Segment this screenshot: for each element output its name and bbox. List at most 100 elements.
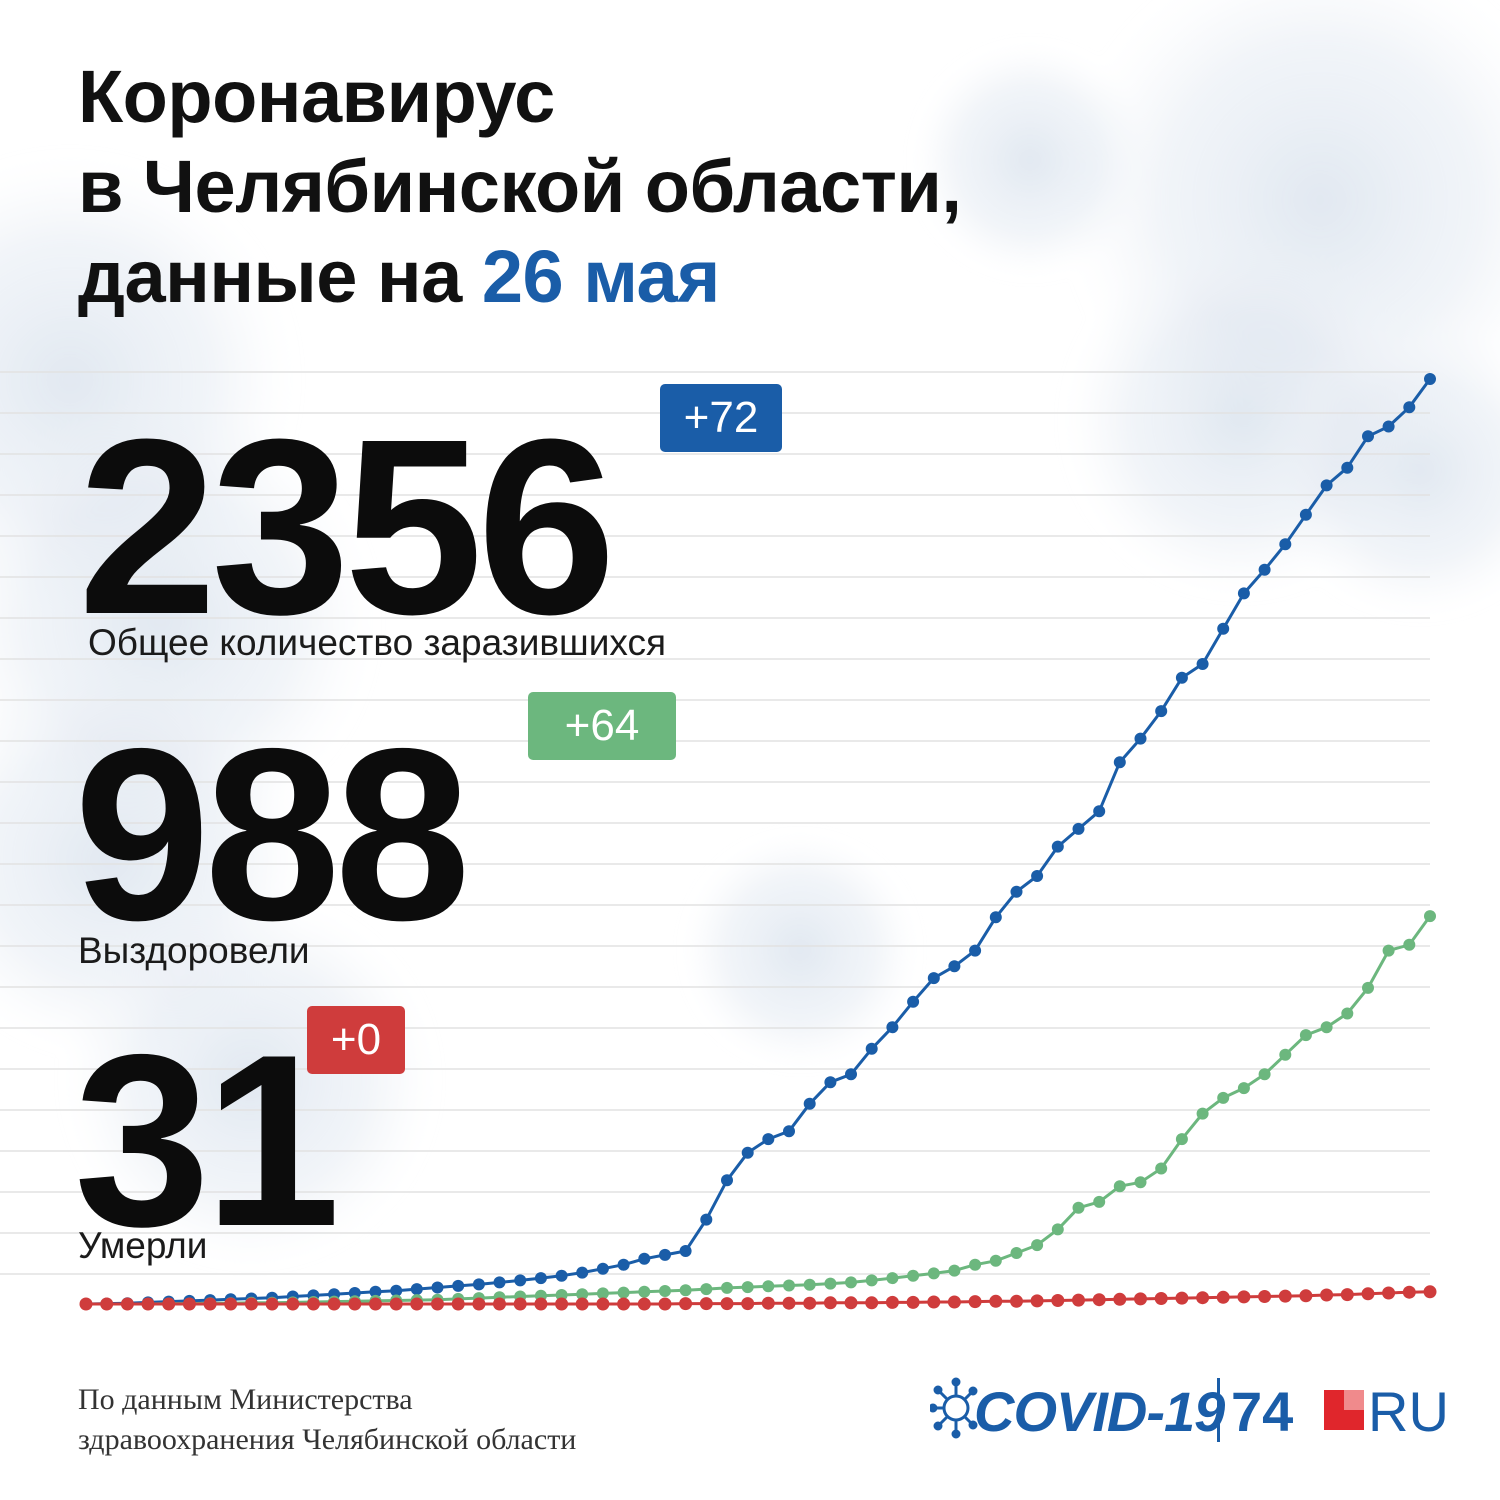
deaths-point	[265, 1297, 279, 1311]
deaths-point	[1196, 1291, 1210, 1305]
deaths-delta-badge: +0	[307, 1006, 405, 1074]
logo-site-number: 74	[1231, 1380, 1294, 1443]
recovered-point	[1196, 1107, 1209, 1120]
infected-point	[762, 1133, 775, 1146]
deaths-point	[575, 1297, 589, 1311]
recovered-delta-badge: +64	[528, 692, 676, 760]
infected-point	[1072, 822, 1085, 835]
logo-covid-text: COVID-19	[974, 1380, 1225, 1443]
deaths-point	[79, 1297, 93, 1311]
deaths-point	[1051, 1294, 1065, 1307]
infected-point	[1093, 805, 1106, 818]
recovered-point	[1341, 1007, 1354, 1020]
deaths-point	[782, 1296, 796, 1310]
title-date: 26 мая	[481, 235, 720, 318]
recovered-point	[824, 1277, 837, 1290]
title-line-1: Коронавирус	[78, 55, 555, 138]
infected-delta-badge: +72	[660, 384, 782, 452]
title-line-2: в Челябинской области,	[78, 145, 962, 228]
infected-count: 2356	[78, 387, 616, 666]
infected-point	[555, 1269, 568, 1282]
infected-point	[989, 911, 1002, 924]
deaths-point	[1320, 1288, 1334, 1302]
infected-point	[1155, 705, 1168, 718]
deaths-point	[513, 1297, 527, 1311]
infected-label: Общее количество заразившихся	[88, 622, 666, 663]
deaths-point	[1216, 1290, 1230, 1304]
deaths-point	[989, 1294, 1003, 1308]
deaths-point	[244, 1297, 258, 1311]
infected-point	[493, 1276, 506, 1289]
deaths-point	[431, 1297, 444, 1311]
recovered-point	[1072, 1201, 1085, 1214]
infected-point	[1031, 870, 1044, 882]
infected-point	[390, 1284, 403, 1297]
recovered-point	[845, 1276, 857, 1289]
infected-point	[576, 1266, 589, 1279]
recovered-point	[700, 1283, 713, 1296]
deaths-point	[141, 1297, 155, 1311]
infected-point	[617, 1258, 630, 1271]
deaths-point	[1010, 1294, 1023, 1308]
recovered-point	[989, 1254, 1002, 1267]
recovered-point	[1258, 1068, 1271, 1081]
deaths-point	[968, 1295, 982, 1309]
infected-point	[369, 1285, 382, 1298]
infected-point	[845, 1068, 857, 1081]
infected-point	[741, 1146, 754, 1159]
brand-logo[interactable]: COVID-19 74 RU	[930, 1372, 1450, 1452]
red-square-icon	[1324, 1390, 1364, 1430]
chart-grid	[0, 371, 1430, 1275]
title-prefix: данные на	[78, 235, 482, 318]
logo-divider	[1217, 1378, 1220, 1442]
infected-point	[1010, 885, 1023, 898]
deaths-point	[1382, 1286, 1396, 1300]
infected-point	[659, 1248, 671, 1261]
infected-point	[1403, 401, 1416, 414]
deaths-point	[1113, 1292, 1127, 1306]
recovered-point	[721, 1281, 733, 1294]
deaths-point	[1030, 1294, 1044, 1308]
deaths-point	[472, 1297, 486, 1311]
source-line-1: По данным Министерства	[78, 1383, 413, 1416]
source-line-2: здравоохранения Челябинской области	[78, 1423, 577, 1456]
infected-point	[452, 1279, 465, 1292]
deaths-point	[823, 1296, 837, 1310]
deaths-point	[1361, 1287, 1375, 1301]
deaths-point	[596, 1297, 610, 1311]
infected-point	[679, 1245, 692, 1257]
virus-icon	[930, 1377, 978, 1439]
infected-point	[431, 1281, 444, 1294]
deaths-point	[699, 1297, 713, 1311]
recovered-point	[1320, 1021, 1333, 1034]
infected-point	[596, 1262, 609, 1275]
recovered-point	[741, 1281, 754, 1294]
deaths-point	[658, 1297, 672, 1311]
recovered-point	[638, 1285, 651, 1298]
recovered-point	[1299, 1029, 1312, 1042]
infected-point	[1320, 479, 1333, 492]
recovered-label: Выздоровели	[78, 930, 310, 971]
deaths-point	[1092, 1293, 1106, 1307]
recovered-count: 988	[74, 697, 471, 971]
recovered-point	[596, 1287, 609, 1300]
deaths-point	[844, 1296, 858, 1310]
deaths-point	[1402, 1285, 1416, 1299]
recovered-point	[659, 1285, 671, 1297]
deaths-point	[410, 1297, 424, 1311]
infected-point	[638, 1252, 651, 1265]
recovered-point	[1217, 1091, 1230, 1104]
infected-point	[1258, 563, 1271, 576]
recovered-point	[762, 1280, 775, 1293]
deaths-point	[493, 1297, 506, 1311]
deaths-point	[369, 1297, 382, 1311]
recovered-point	[1279, 1048, 1292, 1061]
infected-point	[1051, 840, 1064, 853]
deaths-point	[741, 1297, 755, 1311]
infected-point	[824, 1076, 837, 1089]
deaths-point	[1258, 1290, 1272, 1303]
deaths-point	[761, 1296, 775, 1310]
infected-point	[1113, 756, 1126, 769]
infected-point	[783, 1125, 795, 1138]
